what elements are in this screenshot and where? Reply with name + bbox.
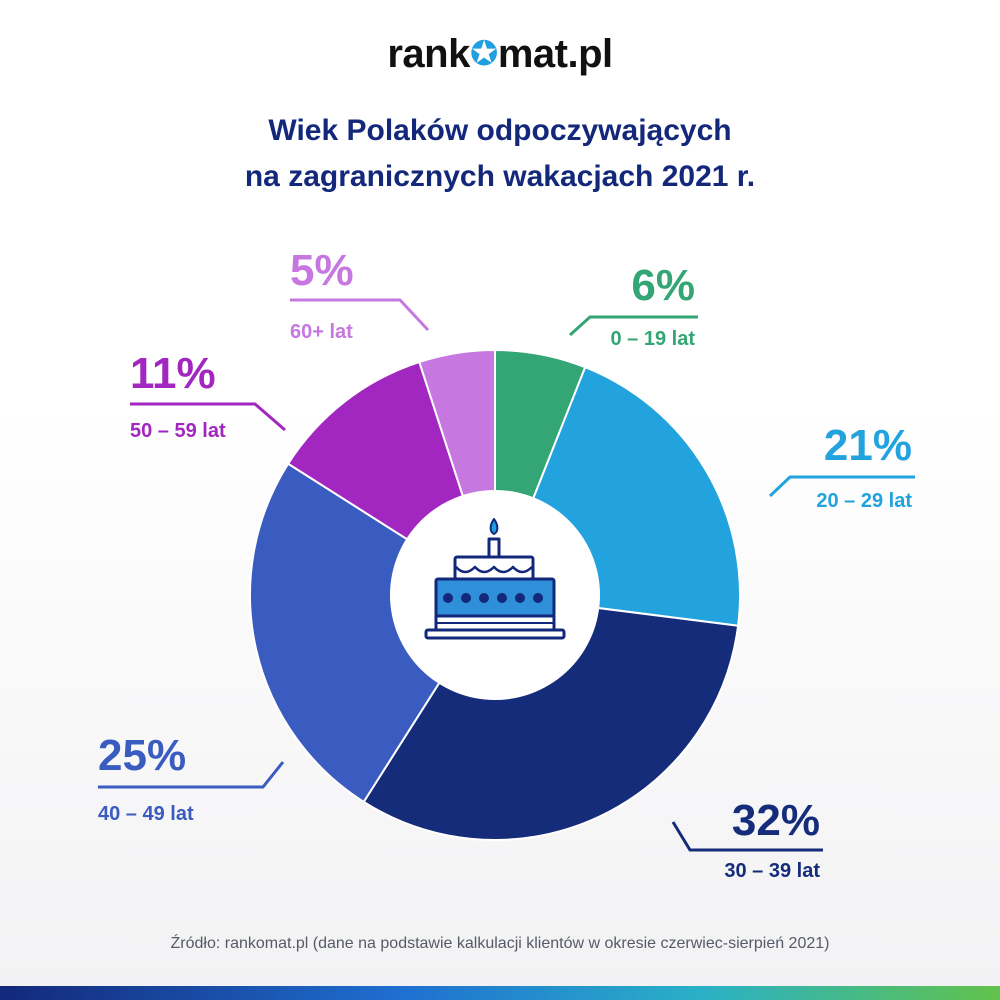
logo: rank✪mat.pl <box>0 32 1000 77</box>
source-note: Źródło: rankomat.pl (dane na podstawie k… <box>170 935 830 952</box>
slice-value-label: 32% <box>732 796 820 845</box>
slice-value-label: 6% <box>631 261 695 310</box>
label-leader-line <box>671 821 823 852</box>
chart-title-line-2: na zagranicznych wakacjach 2021 r. <box>244 160 756 193</box>
logo-text-end: mat.pl <box>497 32 613 76</box>
birthday-cake-icon <box>424 518 566 640</box>
donut-slice <box>249 462 497 804</box>
logo-text-start: rank <box>387 32 470 76</box>
label-leader-line <box>98 761 285 789</box>
slice-value-label: 25% <box>98 731 186 780</box>
label-leader-line <box>130 402 286 432</box>
star-icon: ✪ <box>469 35 499 73</box>
slice-category-label: 30 – 39 lat <box>724 860 820 882</box>
label-leader-line <box>290 298 430 332</box>
slice-labels: 6% 0 – 19 lat 21% 20 – 29 lat 32% 30 – 39 lat… <box>98 246 915 882</box>
slice-value-label: 5% <box>290 246 354 295</box>
label-leader-line <box>568 315 698 337</box>
chart-title: Wiek Polaków odpoczywających na zagranic… <box>0 108 1000 200</box>
slice-category-label: 0 – 19 lat <box>610 328 695 350</box>
slice-value-label: 11% <box>130 349 216 398</box>
bottom-gradient-bar <box>0 986 1000 1000</box>
slice-category-label: 40 – 49 lat <box>98 803 194 825</box>
slice-category-label: 50 – 59 lat <box>130 420 226 442</box>
slice-category-label: 60+ lat <box>290 321 353 343</box>
chart-title-line-1: Wiek Polaków odpoczywających <box>268 114 732 147</box>
slice-category-label: 20 – 29 lat <box>816 490 912 512</box>
label-leader-line <box>768 475 915 498</box>
slice-value-label: 21% <box>824 421 912 470</box>
